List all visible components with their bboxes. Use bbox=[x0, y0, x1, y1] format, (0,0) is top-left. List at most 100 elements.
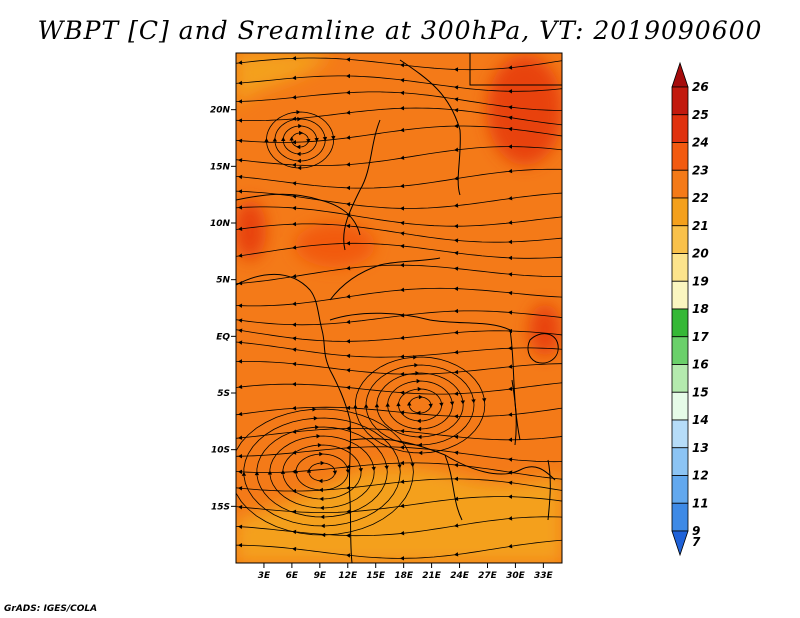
colorbar-bottom-triangle bbox=[671, 530, 689, 557]
streamline-arrow bbox=[320, 523, 325, 529]
streamline-arrow bbox=[400, 530, 405, 536]
streamline-arrow bbox=[346, 73, 351, 79]
map-plot-area bbox=[236, 53, 562, 563]
x-axis: 3E 6E 9E 12E 15E 18E 21E 24E 27E 30E 33E bbox=[258, 563, 554, 581]
streamline-arrow bbox=[314, 137, 319, 143]
chad-border bbox=[343, 119, 381, 251]
streamline-arrow bbox=[296, 158, 301, 164]
colorbar-label: 18 bbox=[692, 302, 709, 316]
streamline-arrow bbox=[454, 250, 459, 256]
x-tick-label: 12E bbox=[338, 571, 358, 581]
streamline-arrow bbox=[508, 290, 513, 296]
streamline-arrow bbox=[400, 155, 405, 160]
streamline-arrow bbox=[346, 339, 351, 344]
streamline-arrow bbox=[363, 403, 369, 408]
streamline-arrow bbox=[400, 354, 405, 359]
streamline-arrow bbox=[400, 231, 405, 236]
y-tick-label: EQ bbox=[216, 332, 230, 342]
colorbar-top-triangle bbox=[671, 61, 689, 88]
colorbar-label: 13 bbox=[692, 441, 709, 455]
sudan-border bbox=[399, 59, 461, 196]
streamline-arrow bbox=[319, 451, 324, 457]
streamline-arrow bbox=[400, 371, 405, 377]
colorbar-label: 19 bbox=[692, 274, 709, 288]
streamline-arrow bbox=[238, 118, 243, 123]
streamline-arrow bbox=[396, 402, 401, 407]
streamline-arrow bbox=[238, 359, 243, 364]
streamline-arrow bbox=[238, 328, 243, 333]
streamline-arrow bbox=[454, 369, 459, 375]
colorbar: 26 25 24 23 22 21 20 19 18 17 16 15 14 13 12 11 97 bbox=[671, 61, 709, 557]
streamline bbox=[236, 408, 414, 536]
streamline-arrow bbox=[292, 336, 297, 341]
streamline-arrow bbox=[400, 127, 405, 133]
streamline-arrow bbox=[346, 90, 351, 95]
colorbar-label: 16 bbox=[692, 358, 709, 372]
streamline-arrow bbox=[439, 402, 444, 407]
streamline-arrow bbox=[346, 509, 351, 514]
x-tick-label: 3E bbox=[258, 571, 271, 581]
streamline-arrow bbox=[238, 253, 243, 258]
streamline-arrow bbox=[346, 202, 351, 207]
streamline-arrow bbox=[418, 394, 423, 400]
streamline-arrow bbox=[289, 136, 294, 141]
streamline-arrow bbox=[292, 488, 297, 494]
streamline-arrow bbox=[346, 294, 351, 299]
streamline-arrow bbox=[292, 405, 297, 411]
streamline-arrow bbox=[346, 426, 351, 431]
x-tick-label: 30E bbox=[506, 571, 526, 581]
streamline-arrow bbox=[299, 130, 304, 136]
streamline-arrow bbox=[292, 140, 297, 145]
streamline-arrow bbox=[400, 428, 405, 434]
streamline-arrow bbox=[238, 486, 243, 491]
x-tick-label: 9E bbox=[314, 571, 327, 581]
streamline-arrow bbox=[400, 335, 405, 341]
colorbar-label: 15 bbox=[692, 385, 709, 399]
streamline-arrow bbox=[346, 241, 351, 246]
streamline-arrow bbox=[346, 162, 351, 167]
streamline-arrow bbox=[346, 445, 351, 450]
streamline-arrow bbox=[454, 330, 459, 335]
streamline-arrow bbox=[371, 466, 376, 471]
streamline-arrow bbox=[292, 221, 297, 227]
streamline-arrow bbox=[238, 454, 243, 459]
streamline-arrow bbox=[346, 533, 351, 538]
niger-nigeria-border bbox=[236, 193, 361, 236]
colorbar-label: 21 bbox=[692, 219, 709, 233]
colorbar-box bbox=[671, 419, 689, 449]
streamline-arrow bbox=[318, 478, 323, 484]
streamline-arrow bbox=[454, 223, 459, 229]
streamline-arrow bbox=[454, 286, 459, 291]
x-tick-label: 18E bbox=[394, 571, 414, 581]
x-tick-label: 6E bbox=[286, 571, 299, 581]
streamline-arrow bbox=[238, 303, 243, 308]
streamline-arrow bbox=[292, 116, 297, 121]
streamline-arrow bbox=[320, 460, 325, 466]
streamline-arrow bbox=[454, 350, 459, 355]
streamline-arrow bbox=[238, 158, 243, 163]
lake-malawi bbox=[547, 459, 551, 521]
streamline-arrow bbox=[508, 144, 513, 149]
streamline-arrow bbox=[306, 468, 312, 473]
streamline-arrow bbox=[454, 450, 459, 455]
streamline-arrow bbox=[321, 532, 326, 538]
streamline-arrow bbox=[238, 524, 243, 529]
colorbar-box bbox=[671, 253, 689, 282]
streamline-arrow bbox=[318, 487, 323, 493]
streamline-arrow bbox=[400, 78, 405, 83]
streamline-arrow bbox=[346, 319, 351, 325]
streamline-arrow bbox=[238, 174, 243, 180]
streamline-arrow bbox=[400, 410, 405, 415]
streamline-arrow bbox=[267, 470, 273, 475]
streamline-arrow bbox=[415, 370, 420, 376]
streamline-arrow bbox=[454, 266, 459, 271]
streamline-arrow bbox=[407, 401, 412, 406]
colorbar-label: 17 bbox=[692, 330, 709, 344]
streamline-arrow bbox=[508, 345, 513, 351]
colorbar-label: 23 bbox=[692, 163, 709, 177]
streamline-arrow bbox=[238, 411, 243, 417]
x-tick-label: 33E bbox=[534, 571, 554, 581]
streamline-arrow bbox=[508, 115, 513, 120]
streamline-arrow bbox=[508, 494, 513, 499]
streamline-arrow bbox=[292, 194, 297, 199]
